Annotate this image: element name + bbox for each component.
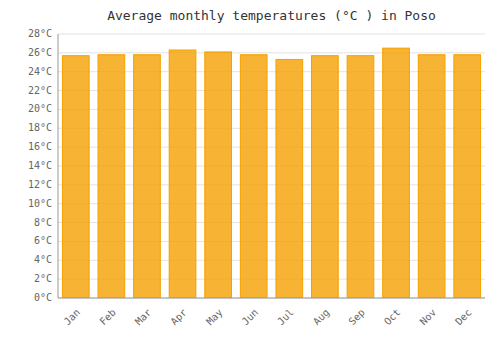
chart: 0°C 2°C 4°C 6°C 8°C 10°C 12°C 14°C 16°C 18°C 20°C 2…	[0, 0, 500, 350]
y-tick-label: 8°C	[34, 217, 52, 228]
bar	[169, 50, 196, 298]
grid-line	[58, 34, 485, 35]
x-tick-label: Apr	[168, 307, 189, 328]
y-tick-label: 16°C	[28, 141, 52, 152]
bar	[454, 55, 481, 298]
x-tick-label: Jun	[240, 307, 261, 328]
bar	[205, 52, 232, 298]
x-tick-label: Feb	[97, 307, 118, 328]
y-tick-label: 18°C	[28, 122, 52, 133]
x-tick-label: Oct	[382, 307, 403, 328]
title: Average monthly temperatures (°C ) in Po…	[107, 8, 436, 23]
y-tick-label: 26°C	[28, 47, 52, 58]
y-tick-label: 10°C	[28, 198, 52, 209]
x-tick-label: Mar	[133, 307, 154, 328]
x-tick-label: Jan	[62, 307, 83, 328]
x-tick-label: Sep	[346, 307, 367, 328]
y-tick-label: 2°C	[34, 273, 52, 284]
y-tick-label: 0°C	[34, 292, 52, 303]
x-tick-label: Dec	[453, 307, 474, 328]
x-axis-line	[58, 298, 485, 299]
bar	[347, 56, 374, 298]
bar	[240, 55, 267, 298]
y-tick-label: 22°C	[28, 85, 52, 96]
y-tick-label: 28°C	[28, 28, 52, 39]
y-tick-label: 6°C	[34, 235, 52, 246]
grid	[58, 34, 485, 298]
bar	[62, 56, 89, 298]
y-tick-label: 20°C	[28, 103, 52, 114]
bar	[276, 59, 303, 298]
bar	[134, 55, 161, 298]
bar	[312, 56, 339, 298]
y-axis-line	[58, 34, 59, 298]
y-tick-label: 4°C	[34, 254, 52, 265]
bar	[383, 48, 410, 298]
bar	[418, 55, 445, 298]
x-tick-label: May	[204, 307, 225, 328]
bar	[98, 55, 125, 298]
y-tick-label: 24°C	[28, 66, 52, 77]
y-tick-label: 12°C	[28, 179, 52, 190]
x-tick-label: Jul	[275, 307, 296, 328]
x-tick-label: Aug	[311, 307, 332, 328]
grid-line	[58, 298, 485, 299]
y-tick-label: 14°C	[28, 160, 52, 171]
bars	[62, 48, 480, 298]
grid-line	[58, 52, 485, 53]
x-tick-label: Nov	[418, 307, 439, 328]
